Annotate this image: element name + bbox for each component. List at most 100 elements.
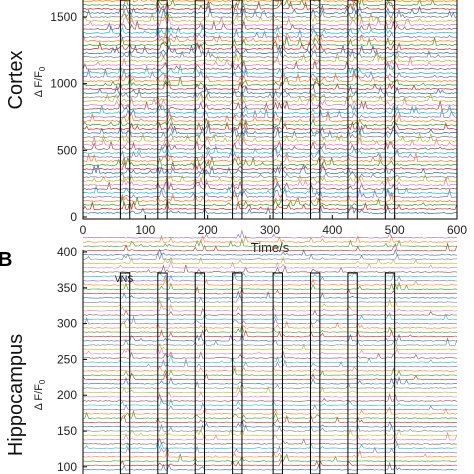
trace-line [82,281,458,291]
stim-window [119,272,131,474]
trace-line [82,414,458,424]
stim-window [384,272,396,474]
trace-line [82,315,458,325]
panel-b-y-axis: 100 150 200 250 300 350 400 [57,245,87,474]
stim-window [310,272,321,474]
trace-line [82,48,458,59]
x-tick-label: 100 [135,223,155,237]
panel-a-ylabel: Δ F/F0 [33,66,47,97]
trace-line [82,256,458,265]
panel-b-hippocampus: B Hippocampus Δ F/F0 VNS 100 150 200 250 300… [0,229,458,474]
y-tick-label: 1000 [50,77,77,91]
trace-line [82,277,458,286]
trace-line [82,248,458,256]
y-tick-label: 100 [57,460,77,474]
trace-line [82,0,458,3]
panel-a-ylabel-base: Δ F/F [33,71,45,98]
trace-line [82,345,458,355]
trace-line [82,389,458,398]
panel-a-region-label: Cortex [5,51,27,110]
trace-line [82,294,458,303]
y-tick-label: 0 [70,210,77,224]
trace-line [82,192,458,203]
trace-line [82,160,458,171]
x-tick-label: 0 [80,223,87,237]
trace-line [82,372,458,381]
trace-line [82,440,457,450]
y-tick-label: 150 [57,424,77,438]
trace-line [82,359,458,368]
trace-line [82,426,458,437]
trace-line [82,336,458,346]
stim-window [347,0,358,220]
trace-line [83,323,458,334]
x-tick-label: 500 [385,223,405,237]
x-tick-label: 200 [198,223,218,237]
trace-line [83,354,458,364]
trace-line [82,449,458,458]
trace-line [82,264,458,273]
stim-window [157,272,168,474]
trace-line [82,229,458,239]
trace-line [82,237,458,248]
trace-line [82,350,458,359]
trace-line [82,312,458,321]
trace-line [82,453,458,463]
trace-line [82,329,458,338]
trace-line [82,418,458,428]
y-tick-label: 200 [57,388,77,402]
panel-b-traces [82,229,458,471]
trace-line [82,461,458,471]
trace-line [82,410,458,419]
trace-line [82,397,458,407]
panel-a-traces [82,0,458,215]
stim-window [232,272,243,474]
panel-b-stim-windows [119,272,396,474]
panel-b-ylabel-base: Δ F/F [33,384,45,411]
trace-line [82,251,457,261]
trace-line [82,76,458,87]
trace-line [82,445,458,454]
trace-line [82,290,458,299]
trace-line [82,298,458,308]
stim-window [272,272,283,474]
y-tick-label: 500 [57,143,77,157]
panel-b-ylabel-sub: 0 [38,379,47,384]
y-tick-label: 350 [57,281,77,295]
panel-b-ylabel: Δ F/F0 [33,379,47,410]
y-tick-label: 250 [57,352,77,366]
trace-line [82,163,458,175]
trace-line [82,431,458,441]
panel-a-ylabel-sub: 0 [38,66,47,71]
panel-a-xlabel: Time/s [251,240,290,255]
trace-line [82,320,458,329]
x-tick-label: 300 [260,223,280,237]
trace-line [82,401,457,411]
trace-line [82,332,458,342]
vns-label: VNS [115,274,134,284]
trace-line [82,260,458,269]
x-tick-label: 600 [447,223,467,237]
y-tick-label: 300 [57,317,77,331]
panel-a-y-axis: 0 500 1000 1500 [50,10,87,224]
panel-b-region-label: Hippocampus [5,334,27,456]
trace-line [82,392,458,402]
trace-line [82,242,458,252]
trace-line [82,375,458,386]
stim-window [194,272,206,474]
trace-line [82,173,458,183]
trace-line [82,367,457,376]
trace-line [82,28,458,39]
y-tick-label: 1500 [50,10,77,24]
trace-line [82,176,458,187]
trace-line [82,406,458,415]
trace-line [82,307,458,316]
panel-b-letter: B [0,249,12,271]
stim-window [347,272,358,474]
trace-line [82,272,458,282]
trace-line [82,384,458,394]
trace-line [82,303,458,312]
trace-line [82,234,458,244]
